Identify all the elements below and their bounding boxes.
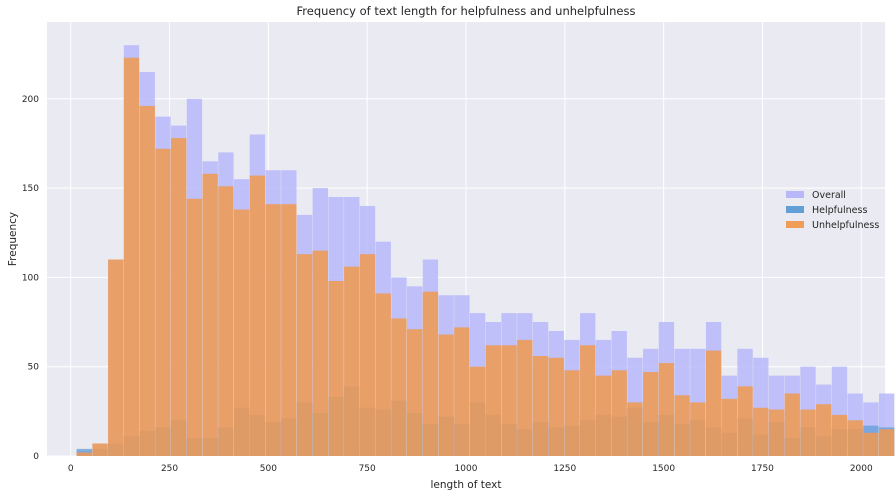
legend: Overall Helpfulness Unhelpfulness <box>786 190 879 231</box>
bar-unhelpfulness <box>249 175 266 456</box>
bar-unhelpfulness <box>422 291 439 456</box>
bar-unhelpfulness <box>643 372 659 456</box>
bar-unhelpfulness <box>328 280 344 456</box>
x-tick-label: 2000 <box>850 464 873 474</box>
bar-unhelpfulness <box>611 370 627 456</box>
legend-swatch <box>786 191 804 198</box>
bar-unhelpfulness <box>312 250 328 456</box>
bar-unhelpfulness <box>517 339 533 456</box>
y-tick-label: 50 <box>28 363 40 373</box>
x-tick-label: 0 <box>68 464 74 474</box>
bar-unhelpfulness <box>721 398 737 456</box>
bar-unhelpfulness <box>139 105 155 456</box>
bar-unhelpfulness <box>469 366 486 456</box>
bar-unhelpfulness <box>847 420 863 456</box>
bar-unhelpfulness <box>768 409 785 456</box>
bar-unhelpfulness <box>171 138 187 456</box>
bar-unhelpfulness <box>690 402 706 456</box>
legend-label: Overall <box>812 190 846 201</box>
x-tick-label: 750 <box>359 464 376 474</box>
bar-unhelpfulness <box>674 395 690 456</box>
bar-unhelpfulness <box>265 204 281 456</box>
bar-unhelpfulness <box>233 209 250 456</box>
x-tick-label: 1750 <box>751 464 774 474</box>
bar-unhelpfulness <box>296 254 313 456</box>
y-tick-label: 0 <box>33 452 39 462</box>
bar-unhelpfulness <box>485 345 502 456</box>
bar-unhelpfulness <box>108 259 124 456</box>
legend-swatch <box>786 206 804 213</box>
y-tick-label: 200 <box>22 95 39 105</box>
bar-unhelpfulness <box>878 429 895 456</box>
bar-unhelpfulness <box>627 402 643 456</box>
x-tick-labels: 0 250 500 750 1000 1250 1500 1750 2000 <box>68 464 873 474</box>
y-tick-label: 150 <box>22 184 39 194</box>
bar-unhelpfulness <box>737 386 753 456</box>
bar-unhelpfulness <box>501 345 517 456</box>
legend-swatch <box>786 221 804 228</box>
bar-unhelpfulness <box>784 393 800 456</box>
bar-unhelpfulness <box>816 404 832 456</box>
bar-unhelpfulness <box>155 148 171 456</box>
bar-unhelpfulness <box>202 173 218 456</box>
legend-label: Helpfulness <box>812 205 867 216</box>
bar-unhelpfulness <box>580 345 596 456</box>
bar-unhelpfulness <box>92 443 108 456</box>
bar-unhelpfulness <box>123 57 140 456</box>
y-tick-label: 100 <box>22 273 39 283</box>
bar-unhelpfulness <box>391 318 407 456</box>
x-tick-label: 1500 <box>652 464 675 474</box>
x-tick-label: 1250 <box>553 464 576 474</box>
bar-unhelpfulness <box>375 293 391 456</box>
bar-unhelpfulness <box>564 370 580 456</box>
bar-unhelpfulness <box>548 357 564 456</box>
bar-unhelpfulness <box>454 327 470 456</box>
bar-unhelpfulness <box>705 350 722 456</box>
bar-unhelpfulness <box>218 186 234 456</box>
bar-unhelpfulness <box>532 355 549 456</box>
legend-label: Unhelpfulness <box>812 220 879 231</box>
bar-unhelpfulness <box>76 452 92 456</box>
bar-unhelpfulness <box>658 363 675 456</box>
bar-unhelpfulness <box>831 414 848 456</box>
bar-unhelpfulness <box>753 407 769 456</box>
series-unhelpfulness-bars <box>76 57 895 456</box>
x-axis-label: length of text <box>431 479 502 491</box>
bar-unhelpfulness <box>800 409 816 456</box>
bar-unhelpfulness <box>595 375 612 456</box>
bar-unhelpfulness <box>438 334 454 456</box>
y-tick-labels: 0 50 100 150 200 <box>22 95 39 462</box>
x-tick-label: 1000 <box>455 464 478 474</box>
chart-title: Frequency of text length for helpfulness… <box>297 4 636 18</box>
bar-unhelpfulness <box>359 254 376 456</box>
bar-unhelpfulness <box>863 432 879 456</box>
bar-unhelpfulness <box>344 266 360 456</box>
y-axis-label: Frequency <box>7 212 19 266</box>
bar-unhelpfulness <box>281 204 297 456</box>
x-tick-label: 250 <box>161 464 178 474</box>
bars <box>76 45 895 457</box>
bar-unhelpfulness <box>186 198 203 456</box>
x-tick-label: 500 <box>260 464 277 474</box>
bar-unhelpfulness <box>407 329 423 456</box>
